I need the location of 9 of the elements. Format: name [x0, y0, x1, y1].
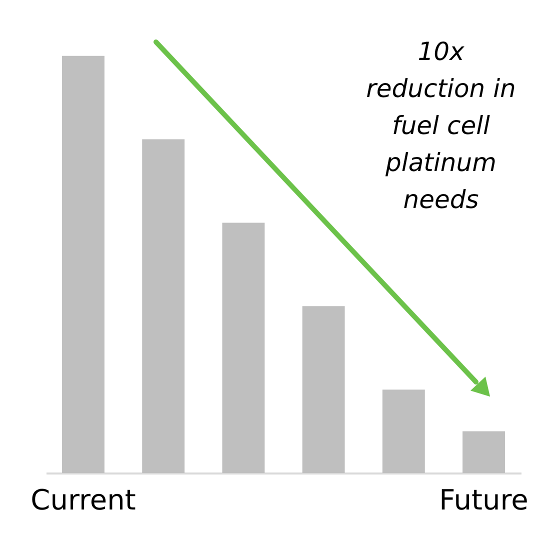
bar [302, 306, 345, 473]
bar [462, 431, 505, 473]
x-tick-label: Current [30, 484, 136, 516]
bar [222, 222, 265, 473]
bar [142, 139, 185, 473]
bar [382, 390, 425, 473]
x-tick-label: Future [439, 484, 528, 516]
bar [62, 56, 104, 473]
annotation: 10x reduction in fuel cell platinum needs [366, 37, 516, 214]
